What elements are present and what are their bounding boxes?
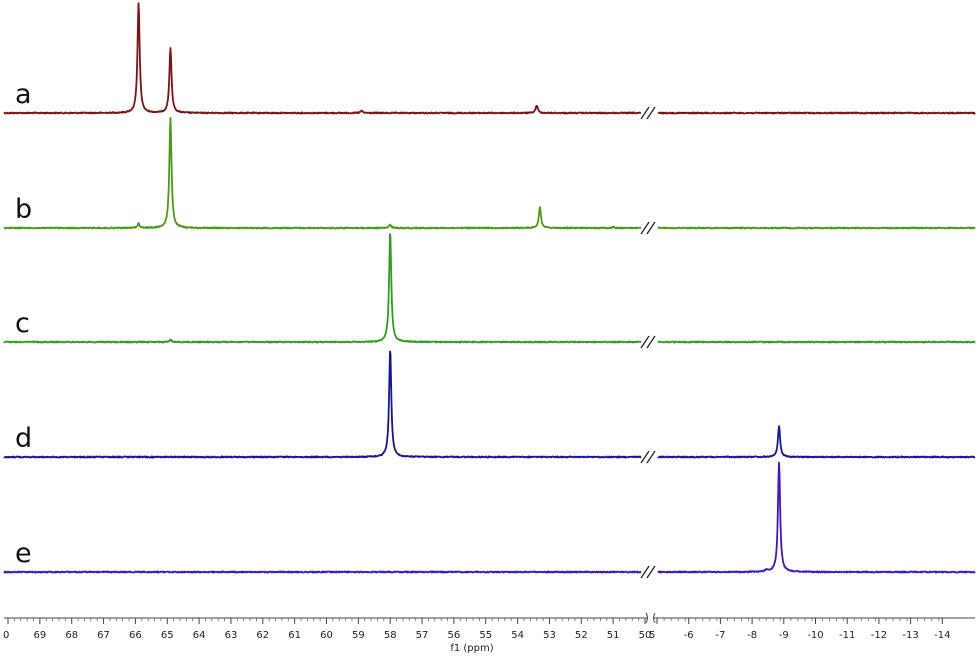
spectrum-trace-d-left [3, 350, 642, 459]
spectrum-label-a: a [15, 79, 32, 110]
x-tick-label: 57 [416, 630, 429, 641]
x-tick-label: 66 [129, 630, 142, 641]
spectrum-trace-d-right [657, 425, 976, 459]
x-tick-label: -7 [715, 630, 725, 641]
x-tick-label: 65 [161, 630, 174, 641]
x-tick-label: 50 [639, 630, 652, 641]
x-tick-label: 52 [575, 630, 588, 641]
spectrum-label-c: c [15, 308, 30, 339]
spectrum-trace-e-left [3, 570, 642, 574]
x-tick-label: -6 [684, 630, 694, 641]
spectrum-trace-b-right [657, 226, 976, 230]
break-mark-a [640, 106, 656, 120]
x-tick-label: -13 [902, 630, 918, 641]
x-tick-label: -8 [747, 630, 757, 641]
break-mark-d [640, 450, 656, 464]
spectrum-trace-b-left [3, 116, 642, 230]
x-axis-title: f1 (ppm) [450, 643, 493, 654]
axis-break-marks [640, 106, 656, 579]
x-tick-label: 53 [543, 630, 556, 641]
spectrum-trace-a-right [657, 111, 976, 115]
spectrum-label-d: d [15, 423, 32, 454]
x-tick-label: -11 [839, 630, 855, 641]
x-tick-label: 56 [448, 630, 461, 641]
x-axis-ticks [7, 618, 943, 624]
x-tick-label: -9 [779, 630, 789, 641]
x-tick-label: 55 [479, 630, 492, 641]
x-tick-label: 54 [511, 630, 524, 641]
break-mark-c [640, 335, 656, 349]
x-tick-label: 0 [3, 630, 9, 641]
spectrum-trace-a-left [3, 2, 642, 115]
x-tick-label: -12 [871, 630, 887, 641]
x-tick-label: 5 [649, 630, 655, 641]
break-mark-e [640, 565, 656, 579]
x-tick-label: 64 [193, 630, 206, 641]
x-tick-label: 68 [65, 630, 78, 641]
break-mark-b [640, 221, 656, 235]
x-tick-label: 67 [97, 630, 110, 641]
x-axis-break [645, 612, 656, 624]
x-tick-label: -14 [934, 630, 950, 641]
x-tick-label: 69 [33, 630, 46, 641]
x-tick-label: 61 [288, 630, 301, 641]
x-tick-label: 51 [607, 630, 620, 641]
x-tick-label: 59 [352, 630, 365, 641]
x-tick-label: 62 [256, 630, 269, 641]
x-tick-label: 63 [225, 630, 238, 641]
spectrum-label-e: e [15, 538, 32, 569]
x-tick-label: 58 [384, 630, 397, 641]
spectrum-trace-c-right [657, 340, 976, 344]
x-tick-label: -10 [807, 630, 823, 641]
spectrum-trace-c-left [3, 233, 642, 344]
spectrum-labels: a b c d e [15, 79, 32, 569]
spectrum-trace-e-right [657, 461, 976, 574]
spectrum-label-b: b [15, 194, 32, 225]
spectrum-traces [3, 2, 976, 574]
x-axis-tick-labels: 0 69 68 67 66 65 64 63 62 61 60 59 58 57 56 55 54 53 52 51 5… [3, 630, 950, 641]
x-tick-label: 60 [320, 630, 333, 641]
x-axis: 0 69 68 67 66 65 64 63 62 61 60 59 58 57 56 55 54 53 52 51 5… [3, 612, 975, 654]
